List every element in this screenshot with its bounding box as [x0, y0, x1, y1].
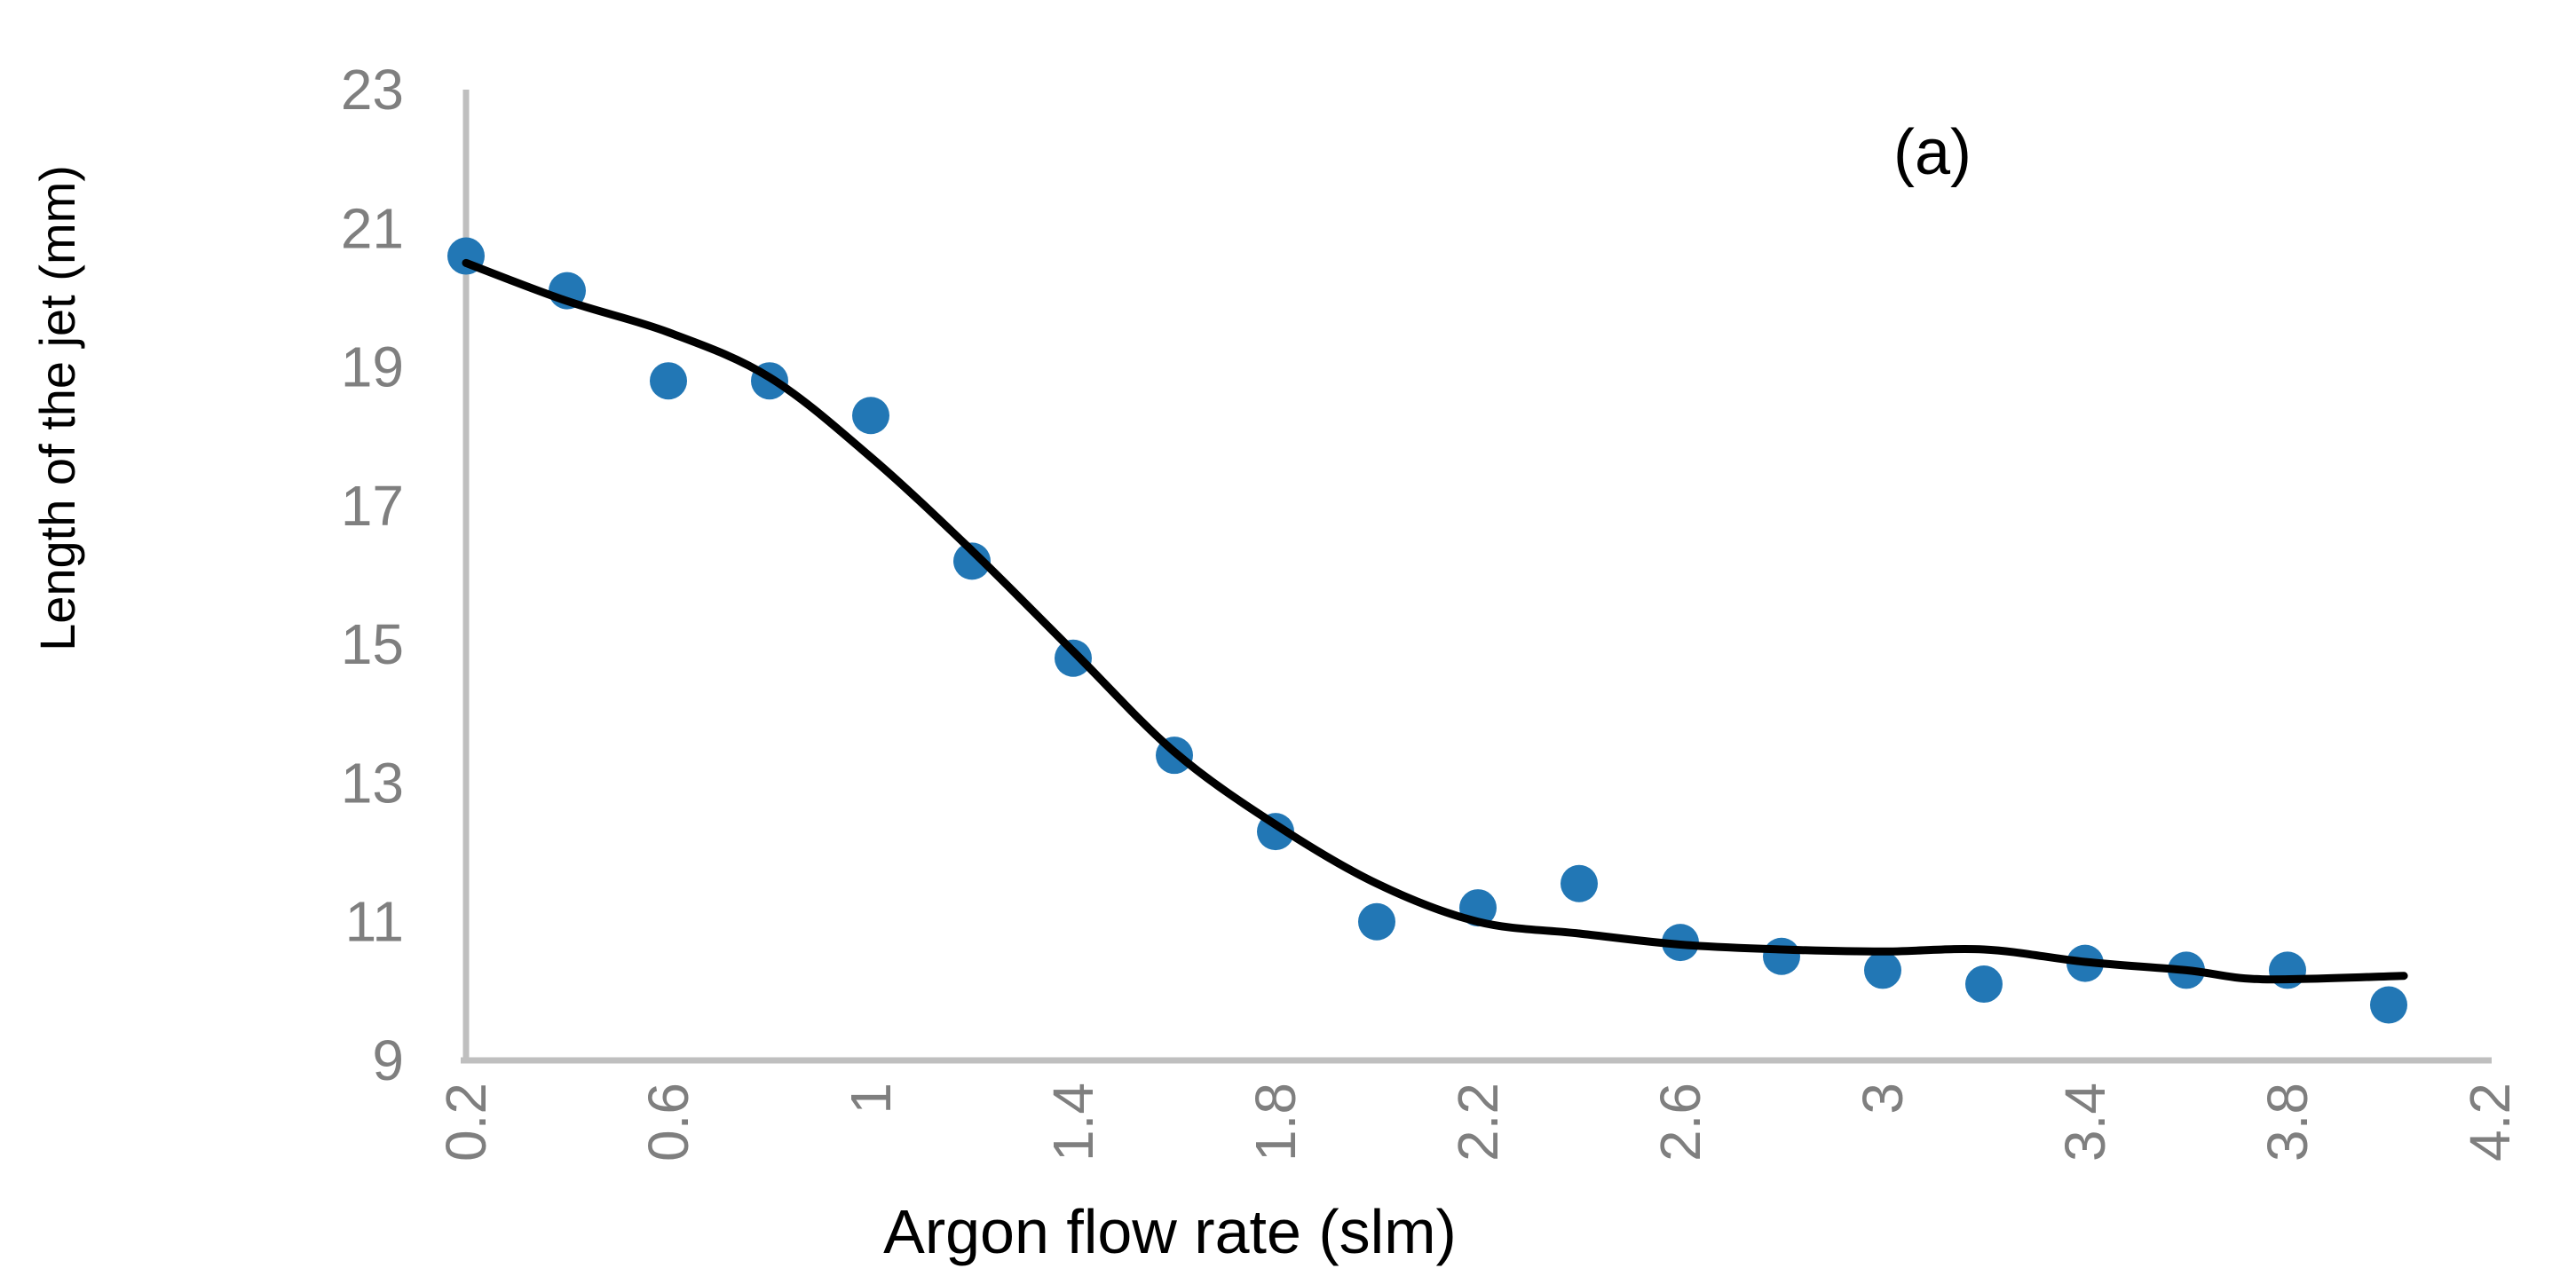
x-tick-label: 3	[1851, 1083, 1915, 1115]
data-point	[1055, 639, 1092, 677]
y-tick-label: 21	[341, 196, 404, 260]
data-point	[1864, 951, 1901, 989]
data-point	[852, 397, 889, 435]
data-point	[1561, 864, 1598, 902]
y-tick-label: 13	[341, 751, 404, 815]
x-tick-label: 0.6	[636, 1083, 700, 1162]
x-tick-label: 3.8	[2256, 1083, 2319, 1162]
y-axis-tick-labels: 9 11 13 15 17 19 21 23	[341, 58, 404, 1092]
x-tick-label: 1.4	[1041, 1083, 1105, 1162]
x-axis-title: Argon flow rate (slm)	[883, 1197, 1457, 1266]
y-tick-label: 23	[341, 58, 404, 122]
panel-label: (a)	[1893, 117, 1972, 188]
data-point	[1965, 965, 2003, 1004]
x-tick-label: 1	[839, 1083, 903, 1115]
data-point	[2370, 986, 2407, 1024]
trend-line	[462, 258, 2408, 984]
x-tick-label: 3.4	[2053, 1083, 2117, 1162]
data-point	[650, 362, 687, 400]
data-point	[1763, 937, 1800, 975]
data-point	[1358, 902, 1395, 941]
x-axis-tick-labels: 0.2 0.6 1 1.4 1.8 2.2 2.6 3 3.4 3.8 4.2	[434, 1083, 2522, 1162]
y-axis-title: Length of the jet (mm)	[29, 165, 85, 651]
x-tick-label: 1.8	[1244, 1083, 1308, 1162]
x-tick-label: 4.2	[2458, 1083, 2522, 1162]
y-tick-label: 17	[341, 474, 404, 538]
x-tick-label: 0.2	[434, 1083, 498, 1162]
x-tick-label: 2.6	[1648, 1083, 1712, 1162]
data-point	[953, 542, 991, 580]
y-tick-label: 9	[372, 1028, 404, 1092]
y-tick-label: 11	[345, 890, 404, 954]
x-tick-label: 2.2	[1446, 1083, 1510, 1162]
y-tick-label: 15	[341, 612, 404, 676]
y-tick-label: 19	[341, 335, 404, 399]
